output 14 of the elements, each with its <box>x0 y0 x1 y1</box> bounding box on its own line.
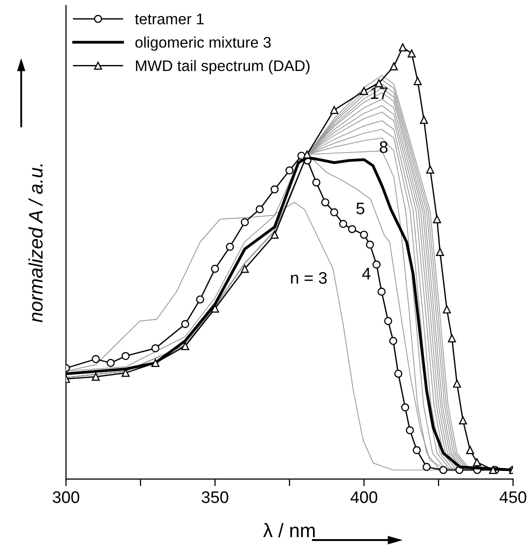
annotation: n = 3 <box>291 272 327 284</box>
annotation: 4 <box>362 268 370 280</box>
legend-label: oligomeric mixture 3 <box>135 36 271 51</box>
annotation: 8 <box>380 141 388 154</box>
legend-label: tetramer 1 <box>134 14 204 24</box>
annotation: 5 <box>356 202 364 214</box>
x-tick-label: 300 <box>52 491 80 504</box>
annotation: 17 <box>371 87 388 99</box>
x-tick-label: 400 <box>350 491 378 504</box>
y-axis-title: normalized A / a.u. <box>28 164 43 322</box>
legend-label: MWD tail spectrum (DAD) <box>136 60 310 74</box>
x-axis-title: λ / nm <box>263 523 315 538</box>
x-tick-label: 450 <box>500 491 526 504</box>
x-tick-label: 350 <box>202 491 228 504</box>
